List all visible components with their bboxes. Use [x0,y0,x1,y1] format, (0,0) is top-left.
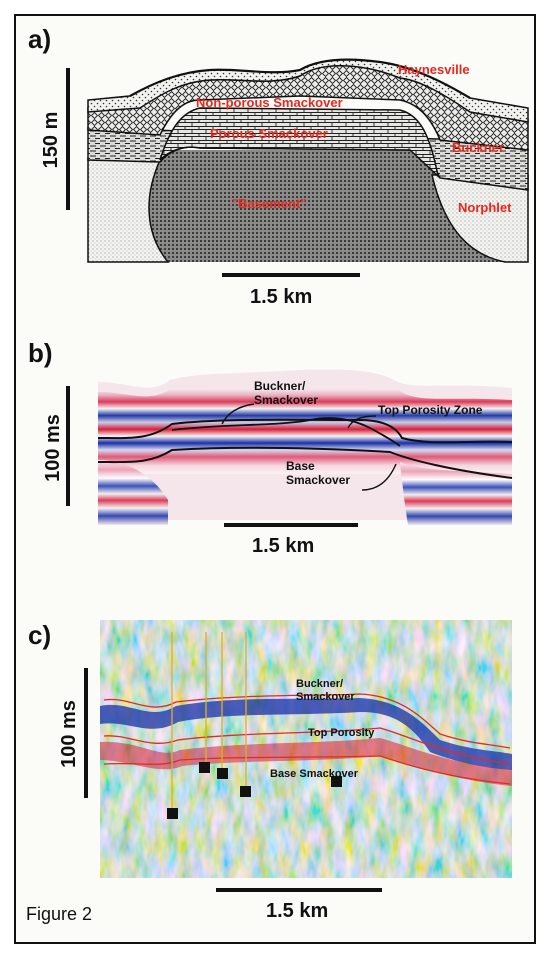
panel-b-label-base-2: Smackover [286,473,350,487]
well-marker [240,786,251,797]
panel-c-label: c) [28,620,52,650]
panel-b-top-porosity-leader [347,415,377,429]
panel-c-label-top-porosity: Top Porosity [308,727,375,739]
panel-c-vertical-scale-label: 100 ms [58,700,80,768]
panel-c-well-markers [167,762,342,819]
panel-c-horizontal-scale-bar [216,888,382,892]
panel-c-label-buckner-1: Buckner/ [296,678,343,690]
well-marker [217,768,228,779]
panel-b-buckner-leader [221,403,255,425]
panel-a-label-buckner: Buckner [452,140,504,155]
panel-c-horizons [103,632,511,812]
panel-b-label: b) [28,338,53,368]
panel-a-label-porous: Porous Smackover [210,126,328,141]
panel-a-horizontal-scale-label: 1.5 km [250,286,313,308]
panel-a-strata [87,58,529,263]
panel-b-vertical-scale-label: 100 ms [42,414,64,482]
panel-b-horizontal-scale-bar [224,523,358,527]
panel-b-label-top-porosity: Top Porosity Zone [378,403,483,417]
panel-a-horizontal-scale-bar [222,273,360,277]
panel-b-seismic-section [97,369,513,525]
well-marker [199,762,210,773]
panel-b-label-buckner-1: Buckner/ [254,379,306,393]
panel-c-vertical-scale-bar [84,668,88,798]
panel-b-horizontal-scale-label: 1.5 km [252,535,315,557]
panel-c-seismic-section [100,620,512,878]
panel-a-label-norphlet: Norphlet [458,200,512,215]
figure-caption: Figure 2 [26,904,93,924]
panel-a-label: a) [28,24,52,54]
panel-b-label-base-1: Base [286,459,315,473]
panel-a-label-basement: "Basement" [232,196,306,211]
well-marker [331,776,342,787]
panel-b-label-buckner-2: Smackover [254,393,318,407]
panel-c-label-buckner-2: Smackover [296,691,355,703]
well-marker [167,808,178,819]
panel-b-base-leader [361,463,397,491]
panel-a-vertical-scale-bar [66,68,70,210]
panel-c-horizontal-scale-label: 1.5 km [266,900,329,922]
panel-a-label-haynesville: Haynesville [398,62,470,77]
panel-b-vertical-scale-bar [66,386,70,506]
panel-a-label-non-porous: Non-porous Smackover [196,95,343,110]
panel-c-label-base: Base Smackover [270,768,359,780]
